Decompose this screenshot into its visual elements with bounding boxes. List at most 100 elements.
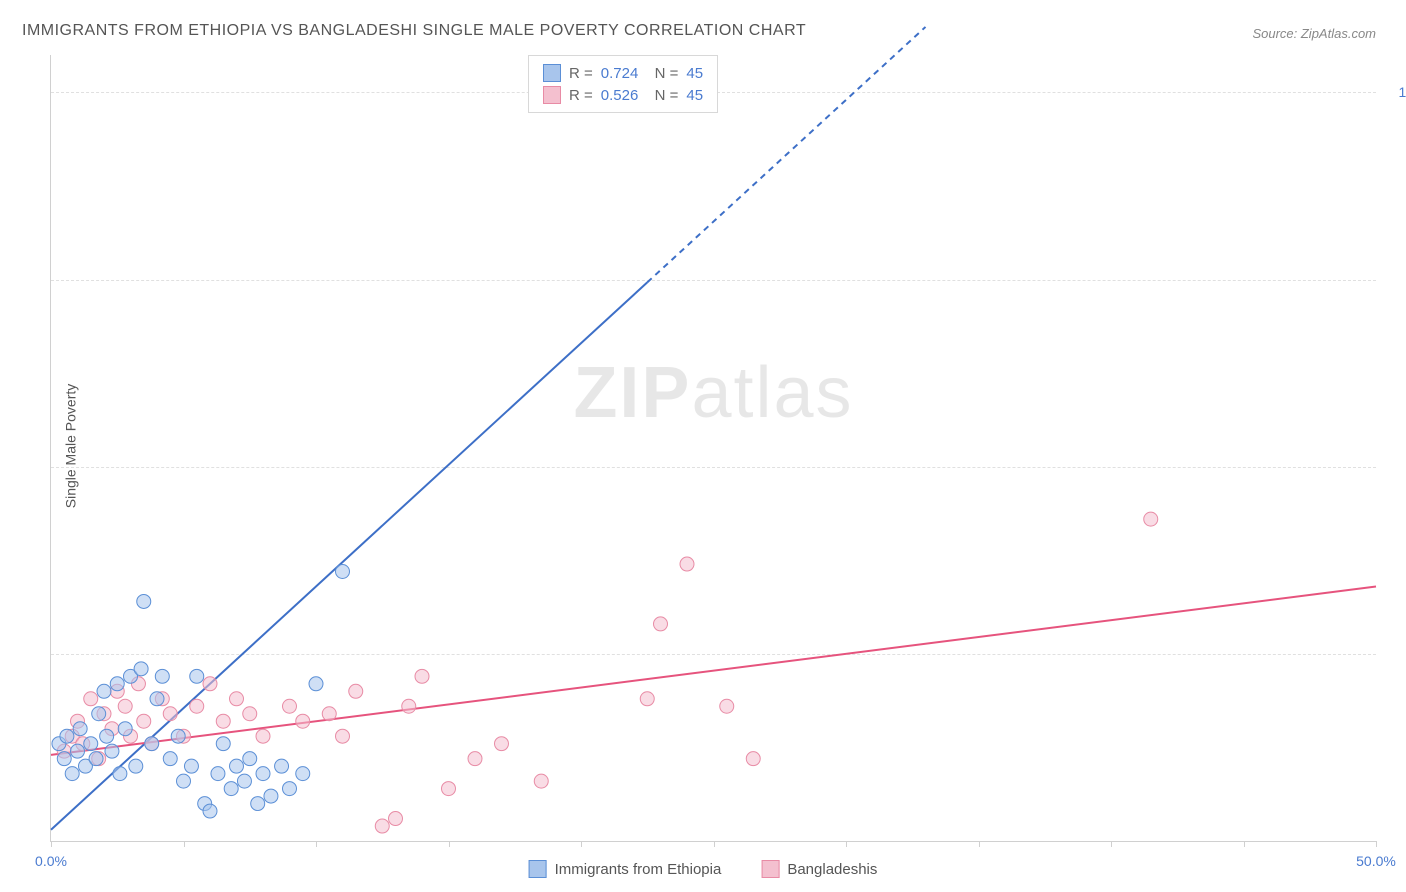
data-point — [534, 774, 548, 788]
legend-label-series1: Immigrants from Ethiopia — [555, 861, 722, 878]
data-point — [118, 722, 132, 736]
data-point — [184, 759, 198, 773]
data-point — [113, 767, 127, 781]
data-point — [100, 729, 114, 743]
data-point — [309, 677, 323, 691]
data-point — [336, 729, 350, 743]
xtick — [1111, 841, 1112, 847]
data-point — [92, 707, 106, 721]
xtick — [1376, 841, 1377, 847]
data-point — [251, 797, 265, 811]
data-point — [415, 669, 429, 683]
data-point — [720, 699, 734, 713]
source-label: Source: ZipAtlas.com — [1252, 26, 1376, 41]
data-point — [118, 699, 132, 713]
data-point — [296, 714, 310, 728]
data-point — [389, 812, 403, 826]
data-point — [264, 789, 278, 803]
data-point — [336, 565, 350, 579]
chart-title: IMMIGRANTS FROM ETHIOPIA VS BANGLADESHI … — [22, 22, 806, 40]
data-point — [137, 594, 151, 608]
data-point — [163, 752, 177, 766]
ytick-label: 100.0% — [1386, 84, 1406, 100]
data-point — [177, 774, 191, 788]
data-point — [495, 737, 509, 751]
data-point — [97, 684, 111, 698]
data-point — [211, 767, 225, 781]
data-point — [680, 557, 694, 571]
xtick — [979, 841, 980, 847]
data-point — [375, 819, 389, 833]
data-point — [84, 692, 98, 706]
data-point — [468, 752, 482, 766]
stats-row-series1: R = 0.724 N = 45 — [543, 62, 703, 84]
ytick-label: 75.0% — [1386, 272, 1406, 288]
data-point — [224, 782, 238, 796]
data-point — [243, 707, 257, 721]
data-point — [349, 684, 363, 698]
data-point — [105, 744, 119, 758]
legend-item-series1: Immigrants from Ethiopia — [529, 860, 722, 878]
data-point — [230, 692, 244, 706]
data-point — [155, 669, 169, 683]
xtick — [1244, 841, 1245, 847]
data-point — [203, 677, 217, 691]
data-point — [190, 699, 204, 713]
data-point — [654, 617, 668, 631]
data-point — [134, 662, 148, 676]
xtick-label-left: 0.0% — [35, 853, 67, 869]
data-point — [84, 737, 98, 751]
data-point — [283, 699, 297, 713]
xtick-label-right: 50.0% — [1356, 853, 1396, 869]
xtick — [714, 841, 715, 847]
data-point — [89, 752, 103, 766]
data-point — [296, 767, 310, 781]
data-point — [145, 737, 159, 751]
data-point — [322, 707, 336, 721]
data-point — [640, 692, 654, 706]
data-point — [216, 737, 230, 751]
data-point — [256, 767, 270, 781]
legend-swatch-series1 — [529, 860, 547, 878]
data-point — [746, 752, 760, 766]
data-point — [230, 759, 244, 773]
data-point — [1144, 512, 1158, 526]
data-point — [275, 759, 289, 773]
xtick — [449, 841, 450, 847]
legend-label-series2: Bangladeshis — [787, 861, 877, 878]
stats-legend: R = 0.724 N = 45 R = 0.526 N = 45 — [528, 55, 718, 113]
xtick — [581, 841, 582, 847]
stats-row-series2: R = 0.526 N = 45 — [543, 84, 703, 106]
data-point — [442, 782, 456, 796]
data-point — [256, 729, 270, 743]
data-point — [110, 677, 124, 691]
ytick-label: 50.0% — [1386, 459, 1406, 475]
data-point — [402, 699, 416, 713]
data-point — [171, 729, 185, 743]
ytick-label: 25.0% — [1386, 646, 1406, 662]
swatch-series1 — [543, 64, 561, 82]
data-point — [71, 744, 85, 758]
data-point — [190, 669, 204, 683]
chart-plot-area: ZIPatlas 25.0%50.0%75.0%100.0% R = 0.724… — [50, 55, 1376, 842]
data-point — [203, 804, 217, 818]
xtick — [316, 841, 317, 847]
data-point — [137, 714, 151, 728]
data-point — [243, 752, 257, 766]
legend-swatch-series2 — [761, 860, 779, 878]
data-point — [163, 707, 177, 721]
swatch-series2 — [543, 86, 561, 104]
data-point — [237, 774, 251, 788]
bottom-legend: Immigrants from Ethiopia Bangladeshis — [529, 860, 878, 878]
legend-item-series2: Bangladeshis — [761, 860, 877, 878]
data-point — [216, 714, 230, 728]
scatter-plot-svg — [51, 55, 1376, 841]
xtick — [51, 841, 52, 847]
data-point — [129, 759, 143, 773]
data-point — [73, 722, 87, 736]
data-point — [57, 752, 71, 766]
data-point — [60, 729, 74, 743]
xtick — [846, 841, 847, 847]
data-point — [150, 692, 164, 706]
data-point — [283, 782, 297, 796]
